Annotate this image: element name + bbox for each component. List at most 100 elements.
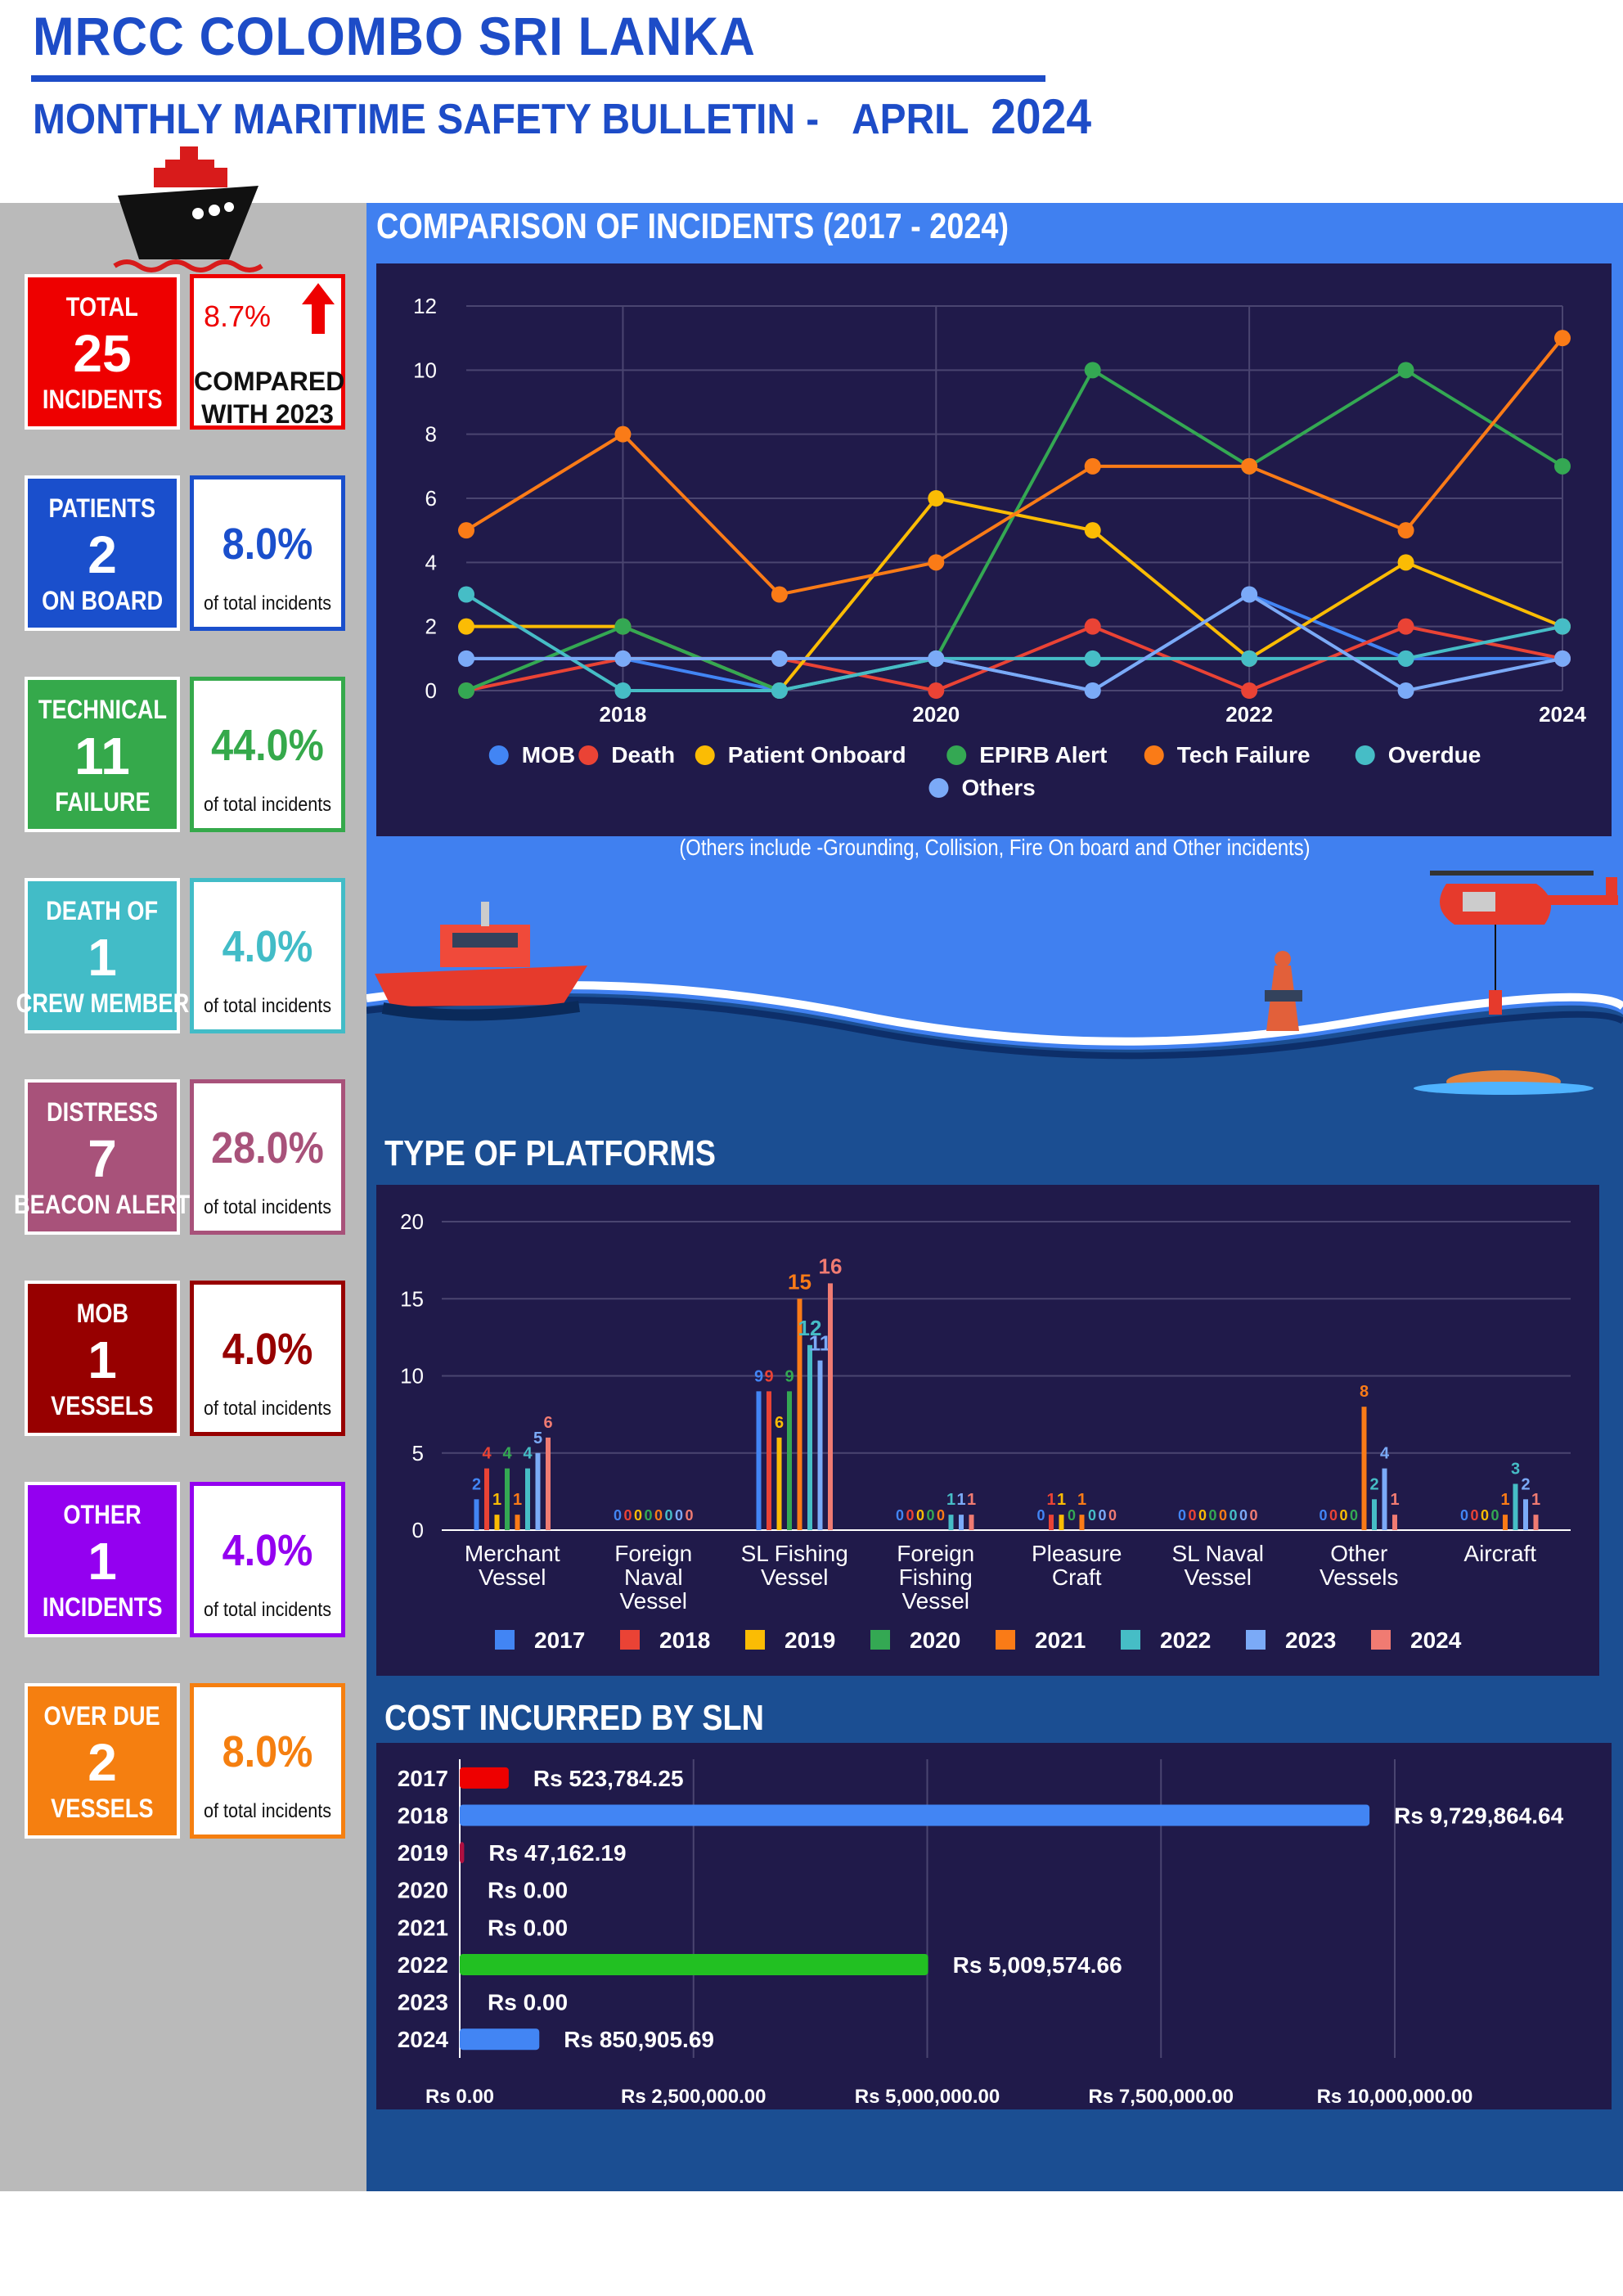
- legend-label: Overdue: [1388, 742, 1481, 768]
- legend-label: 2023: [1285, 1627, 1336, 1653]
- x-tick-label: Vessel: [620, 1588, 688, 1614]
- data-label: 0: [1229, 1507, 1237, 1524]
- data-point: [1084, 618, 1101, 635]
- data-point: [771, 650, 788, 667]
- data-label: 0: [916, 1507, 924, 1524]
- data-point: [1397, 522, 1414, 539]
- data-label: 6: [543, 1414, 552, 1432]
- data-label: Rs 47,162.19: [488, 1840, 626, 1866]
- data-point: [1397, 618, 1414, 635]
- data-point: [458, 650, 474, 667]
- data-label: 0: [1068, 1507, 1076, 1524]
- data-point: [928, 490, 945, 506]
- y-tick-label: 2022: [398, 1952, 448, 1978]
- data-label: 8: [1360, 1383, 1369, 1401]
- stat-card-label: OVER DUE 2 VESSELS: [25, 1683, 180, 1839]
- stat-card-percent: 8.7% COMPARED WITH 2023: [190, 274, 345, 430]
- stat-note: of total incidents: [203, 794, 332, 816]
- stat-label-line1: PATIENTS: [48, 493, 156, 523]
- data-label: 0: [1350, 1507, 1358, 1524]
- data-point: [1397, 554, 1414, 571]
- x-tick-label: Rs 5,000,000.00: [855, 2086, 1000, 2108]
- legend-marker: [1121, 1630, 1140, 1650]
- data-point: [1554, 618, 1571, 635]
- x-tick-label: SL Fishing: [741, 1541, 848, 1566]
- data-label: 1: [1046, 1491, 1055, 1509]
- data-label: 0: [896, 1507, 904, 1524]
- bar: [535, 1452, 541, 1530]
- stat-percent: 8.0%: [222, 1727, 313, 1776]
- stat-card-percent: 8.0% of total incidents: [190, 475, 345, 631]
- legend-label: Tech Failure: [1177, 742, 1311, 768]
- data-label: 0: [1319, 1507, 1327, 1524]
- y-tick-label: 15: [400, 1286, 424, 1311]
- stat-card-label: MOB 1 VESSELS: [25, 1281, 180, 1436]
- helicopter-icon: [1430, 871, 1618, 1015]
- data-point: [458, 618, 474, 635]
- stat-note: of total incidents: [203, 592, 332, 615]
- y-tick-label: 12: [413, 294, 437, 318]
- data-label: 12: [798, 1316, 822, 1340]
- stat-label-line1: TECHNICAL: [38, 695, 167, 724]
- stat-percent: 8.0%: [222, 520, 313, 569]
- stat-label-line3: VESSELS: [51, 1391, 154, 1420]
- bar: [494, 1515, 500, 1530]
- legend-marker: [695, 745, 715, 765]
- bar: [460, 1842, 465, 1864]
- series-line: [465, 336, 1564, 597]
- data-label: 1: [492, 1491, 501, 1509]
- data-label: 0: [1339, 1507, 1347, 1524]
- y-tick-label: 2: [425, 615, 437, 639]
- stat-value: 1: [88, 928, 117, 987]
- data-point: [1084, 650, 1101, 667]
- data-label: 2: [1369, 1475, 1378, 1493]
- y-tick-label: 0: [425, 678, 437, 703]
- x-tick-label: Naval: [624, 1564, 683, 1590]
- platforms-title: TYPE OF PLATFORMS: [384, 1133, 717, 1173]
- data-label: 1: [946, 1491, 955, 1509]
- y-tick-label: 6: [425, 486, 437, 511]
- legend-marker: [1144, 745, 1164, 765]
- stat-label-line1: OVER DUE: [43, 1701, 161, 1731]
- data-label: 11: [809, 1331, 832, 1356]
- data-label: 4: [523, 1445, 533, 1463]
- legend-marker: [578, 745, 599, 765]
- y-tick-label: 2023: [398, 1990, 448, 2015]
- data-point: [614, 618, 632, 635]
- y-tick-label: 0: [412, 1518, 424, 1542]
- data-label: 0: [675, 1507, 683, 1524]
- bar: [1382, 1468, 1387, 1530]
- legend-marker: [928, 778, 949, 798]
- bar: [1079, 1515, 1085, 1530]
- data-label: 0: [1098, 1507, 1106, 1524]
- stat-card-label: PATIENTS 2 ON BOARD: [25, 475, 180, 631]
- legend-marker: [488, 745, 509, 765]
- data-label: 0: [1239, 1507, 1248, 1524]
- bar: [460, 1953, 928, 1975]
- y-tick-label: 2018: [398, 1803, 448, 1828]
- data-label: 6: [775, 1414, 784, 1432]
- y-tick-label: 5: [412, 1441, 424, 1465]
- stat-label-line3: INCIDENTS: [42, 385, 163, 414]
- legend-marker: [946, 745, 967, 765]
- legend-label: EPIRB Alert: [979, 742, 1107, 768]
- sea-rescue-illustration: [366, 871, 1623, 1146]
- stat-label-line1: TOTAL: [65, 292, 139, 322]
- page-title: MRCC COLOMBO SRI LANKA: [33, 6, 756, 66]
- stat-note-line2: WITH 2023: [201, 399, 334, 429]
- data-label: 0: [1178, 1507, 1186, 1524]
- bar: [505, 1468, 510, 1530]
- data-label: 1: [1077, 1491, 1086, 1509]
- data-label: 9: [764, 1367, 773, 1385]
- data-point: [1084, 522, 1101, 539]
- data-label: 0: [1198, 1507, 1207, 1524]
- data-label: 1: [1500, 1491, 1509, 1509]
- subtitle-year: 2024: [991, 89, 1092, 144]
- x-tick-label: Craft: [1052, 1564, 1102, 1590]
- stat-value: 2: [88, 1733, 117, 1792]
- subtitle-month: APRIL: [852, 96, 969, 143]
- data-label: Rs 0.00: [488, 1915, 568, 1940]
- bar: [787, 1391, 792, 1530]
- data-point: [928, 682, 945, 699]
- bar: [817, 1360, 823, 1530]
